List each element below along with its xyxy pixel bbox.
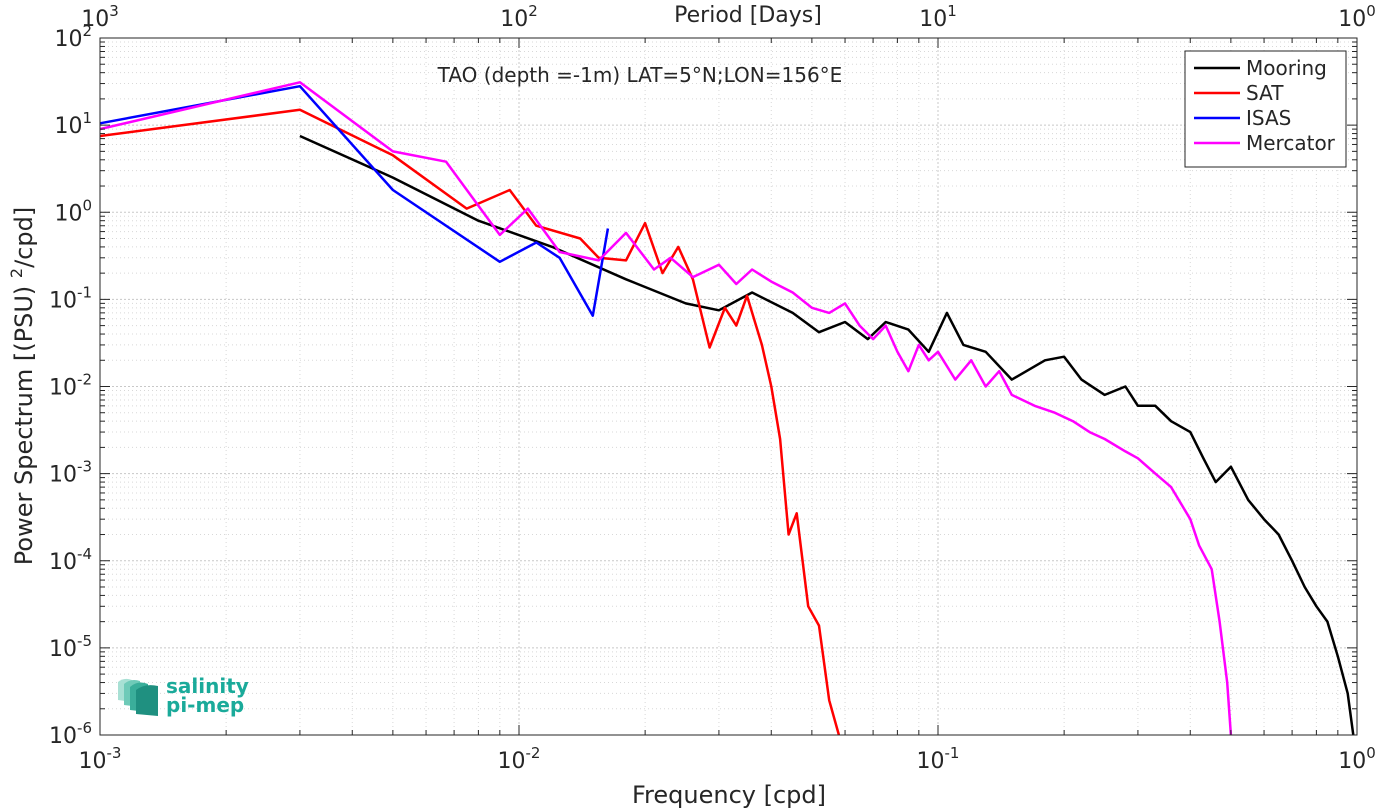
x-tick-label: 10-2 <box>498 744 541 774</box>
y-tick-label: 10-3 <box>49 458 92 488</box>
y-tick-label-exp: 1 <box>82 109 92 127</box>
y-tick-label-base: 10 <box>49 724 77 749</box>
y-tick-label: 100 <box>54 196 92 226</box>
x2-tick-label-exp: 0 <box>1366 2 1376 20</box>
y-tick-label-base: 10 <box>54 114 82 139</box>
ticks-layer <box>99 37 1358 736</box>
y-tick-label-base: 10 <box>49 463 77 488</box>
y-tick-label-exp: 2 <box>82 22 92 40</box>
series-line-sat <box>99 108 841 736</box>
y-tick-label: 10-6 <box>49 719 92 749</box>
x-tick-label-exp: -1 <box>945 744 960 762</box>
logo-line2: pi-mep <box>166 693 244 717</box>
legend-label-isas: ISAS <box>1246 106 1291 130</box>
y-tick-label: 101 <box>54 109 92 139</box>
x2-tick-label-base: 10 <box>919 7 947 32</box>
x2-tick-label-base: 10 <box>500 7 528 32</box>
x2-tick-label-exp: 1 <box>947 2 957 20</box>
x-tick-label-exp: -3 <box>107 744 122 762</box>
y-tick-label-exp: -6 <box>77 719 92 737</box>
y-tick-label-exp: -3 <box>77 458 92 476</box>
x2-tick-label: 102 <box>500 2 538 32</box>
x2-tick-label-base: 10 <box>81 7 109 32</box>
y-tick-label-base: 10 <box>49 376 77 401</box>
y-tick-label-base: 10 <box>49 550 77 575</box>
y-tick-label: 10-4 <box>49 545 92 575</box>
y-tick-label-base: 10 <box>54 27 82 52</box>
y-tick-label-base: 10 <box>49 288 77 313</box>
x-tick-label-exp: 0 <box>1366 744 1376 762</box>
y-tick-label: 102 <box>54 22 92 52</box>
grid-minor <box>100 38 1357 735</box>
y-tick-label-base: 10 <box>54 201 82 226</box>
x2-tick-label-base: 10 <box>1338 7 1366 32</box>
x-tick-label-base: 10 <box>917 749 945 774</box>
x-tick-label: 10-1 <box>917 744 960 774</box>
y-axis-title-superscript: 2 <box>7 268 26 278</box>
salinity-pi-mep-logo: salinity pi-mep <box>118 674 249 717</box>
logo-line1: salinity <box>166 674 249 698</box>
x-axis-title: Frequency [cpd] <box>632 781 826 809</box>
y-tick-label: 10-1 <box>49 283 92 313</box>
y-axis-title: Power Spectrum [(PSU) 2/cpd] <box>7 207 38 565</box>
y-tick-label: 10-2 <box>49 371 92 401</box>
x-tick-label-base: 10 <box>1338 749 1366 774</box>
y-tick-label-base: 10 <box>49 637 77 662</box>
y-tick-label: 10-5 <box>49 632 92 662</box>
y-tick-label-exp: 0 <box>82 196 92 214</box>
y-axis-title-rest: /cpd] <box>10 207 38 268</box>
x-tick-label-exp: -2 <box>526 744 541 762</box>
series-line-mercator <box>99 81 1233 736</box>
x-tick-label-base: 10 <box>79 749 107 774</box>
x2-tick-label: 100 <box>1338 2 1376 32</box>
y-axis-title-text: Power Spectrum [(PSU) <box>10 286 38 565</box>
logo-mark-icon <box>118 678 158 716</box>
y-tick-label-exp: -2 <box>77 371 92 389</box>
x2-axis-title: Period [Days] <box>674 3 822 28</box>
legend-label-mercator: Mercator <box>1246 131 1336 155</box>
x-tick-label-base: 10 <box>498 749 526 774</box>
series-line-mooring <box>299 134 1355 736</box>
x-tick-label: 100 <box>1338 744 1376 774</box>
chart-title: TAO (depth =-1m) LAT=5°N;LON=156°E <box>437 63 843 87</box>
series-layer <box>99 81 1355 736</box>
x2-tick-label-exp: 2 <box>528 2 538 20</box>
y-tick-label-exp: -5 <box>77 632 92 650</box>
y-tick-label-exp: -4 <box>77 545 92 563</box>
x2-tick-label: 101 <box>919 2 957 32</box>
x2-tick-label-exp: 3 <box>109 2 119 20</box>
x-tick-label: 10-3 <box>79 744 122 774</box>
legend-label-mooring: Mooring <box>1246 56 1327 80</box>
series-line-isas <box>99 84 610 317</box>
x2-tick-label: 103 <box>81 2 119 32</box>
legend-label-sat: SAT <box>1246 81 1284 105</box>
legend-box <box>1184 50 1347 168</box>
y-tick-label-exp: -1 <box>77 283 92 301</box>
